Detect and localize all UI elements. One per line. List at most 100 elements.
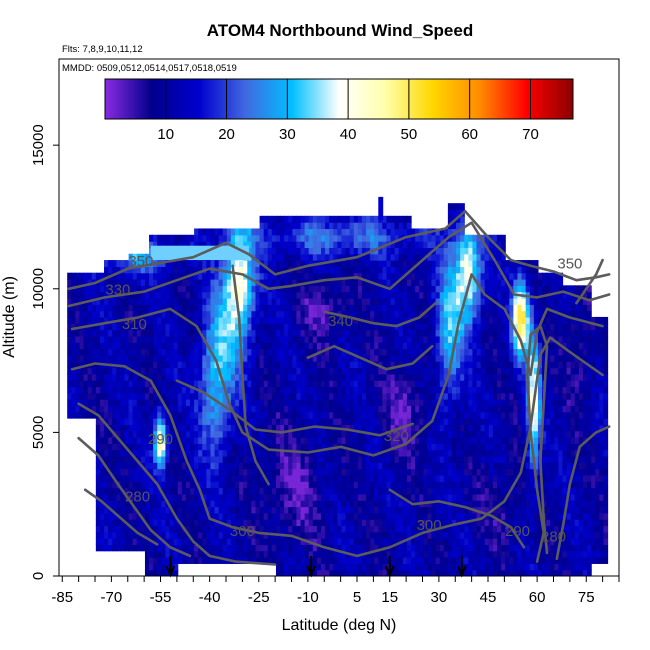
heatmap-cell <box>398 342 404 350</box>
heatmap-cell <box>316 563 322 571</box>
heatmap-cell <box>312 329 318 337</box>
heatmap-cell <box>104 468 109 476</box>
heatmap-cell <box>300 253 306 261</box>
heatmap-cell <box>149 405 154 413</box>
heatmap-cell <box>333 474 338 482</box>
heatmap-cell <box>214 474 220 482</box>
heatmap-cell <box>259 436 265 444</box>
heatmap-cell <box>214 234 220 242</box>
heatmap-cell <box>206 310 212 318</box>
heatmap-cell <box>280 405 285 413</box>
heatmap-cell <box>357 443 363 451</box>
heatmap-cell <box>378 323 383 331</box>
heatmap-cell <box>181 285 187 293</box>
heatmap-cell <box>95 304 101 312</box>
heatmap-cell <box>128 342 134 350</box>
heatmap-cell <box>189 342 195 350</box>
heatmap-cell <box>144 260 150 267</box>
heatmap-cell <box>275 418 281 425</box>
heatmap-cell <box>198 310 203 318</box>
heatmap-cell <box>366 297 371 305</box>
heatmap-cell <box>439 569 445 576</box>
heatmap-cell <box>370 272 375 280</box>
heatmap-cell <box>202 557 207 564</box>
heatmap-cell <box>136 506 142 514</box>
heatmap-cell <box>447 260 453 267</box>
heatmap-cell <box>157 519 162 527</box>
heatmap-cell <box>161 512 167 520</box>
heatmap-cell <box>300 342 306 350</box>
heatmap-cell <box>136 449 142 457</box>
heatmap-cell <box>259 215 265 223</box>
heatmap-cell <box>406 544 412 552</box>
heatmap-cell <box>423 241 429 249</box>
heatmap-cell <box>87 380 93 388</box>
heatmap-cell <box>411 487 416 495</box>
heatmap-cell <box>206 424 212 432</box>
heatmap-cell <box>75 310 81 318</box>
heatmap-cell <box>300 354 306 362</box>
heatmap-cell <box>288 418 293 425</box>
heatmap-cell <box>361 373 367 381</box>
heatmap-cell <box>390 493 396 501</box>
heatmap-cell <box>296 228 302 236</box>
heatmap-cell <box>439 373 445 381</box>
heatmap-cell <box>230 367 236 375</box>
heatmap-cell <box>284 279 289 286</box>
heatmap-cell <box>361 367 367 375</box>
heatmap-cell <box>296 329 302 337</box>
heatmap-cell <box>275 557 281 564</box>
heatmap-cell <box>296 399 302 406</box>
heatmap-cell <box>104 272 109 280</box>
heatmap-cell <box>288 241 293 249</box>
heatmap-cell <box>108 455 113 463</box>
heatmap-cell <box>382 316 388 324</box>
heatmap-cell <box>284 399 289 406</box>
heatmap-cell <box>345 538 351 546</box>
heatmap-cell <box>255 500 261 508</box>
heatmap-cell <box>304 215 310 223</box>
heatmap-cell <box>194 241 199 249</box>
heatmap-cell <box>382 310 388 318</box>
heatmap-cell <box>451 234 457 242</box>
heatmap-cell <box>402 449 408 457</box>
heatmap-cell <box>230 481 236 489</box>
heatmap-cell <box>386 405 392 413</box>
heatmap-cell <box>202 525 207 533</box>
heatmap-cell <box>288 373 293 381</box>
heatmap-cell <box>280 241 285 249</box>
heatmap-cell <box>222 506 228 514</box>
heatmap-cell <box>120 474 126 482</box>
heatmap-cell <box>366 531 371 539</box>
heatmap-cell <box>427 487 433 495</box>
heatmap-cell <box>67 291 72 299</box>
heatmap-cell <box>173 563 179 571</box>
heatmap-cell <box>394 531 400 539</box>
heatmap-cell <box>374 436 379 444</box>
heatmap-cell <box>443 418 449 425</box>
heatmap-cell <box>194 462 199 470</box>
heatmap-cell <box>345 386 351 394</box>
heatmap-cell <box>316 569 322 576</box>
heatmap-cell <box>153 563 158 571</box>
heatmap-cell <box>308 380 314 388</box>
heatmap-cell <box>173 557 179 564</box>
heatmap-cell <box>366 354 371 362</box>
heatmap-cell <box>341 329 347 337</box>
heatmap-cell <box>390 512 396 520</box>
heatmap-cell <box>75 279 81 286</box>
heatmap-cell <box>370 506 375 514</box>
heatmap-cell <box>312 354 318 362</box>
heatmap-cell <box>292 253 298 261</box>
heatmap-cell <box>456 348 461 356</box>
heatmap-cell <box>181 474 187 482</box>
heatmap-cell <box>140 500 146 508</box>
heatmap-cell <box>451 285 457 293</box>
heatmap-cell <box>304 304 310 312</box>
heatmap-cell <box>447 519 453 527</box>
heatmap-cell <box>316 430 322 438</box>
heatmap-cell <box>173 493 179 501</box>
heatmap-cell <box>222 449 228 457</box>
heatmap-cell <box>185 430 191 438</box>
heatmap-cell <box>75 373 81 381</box>
